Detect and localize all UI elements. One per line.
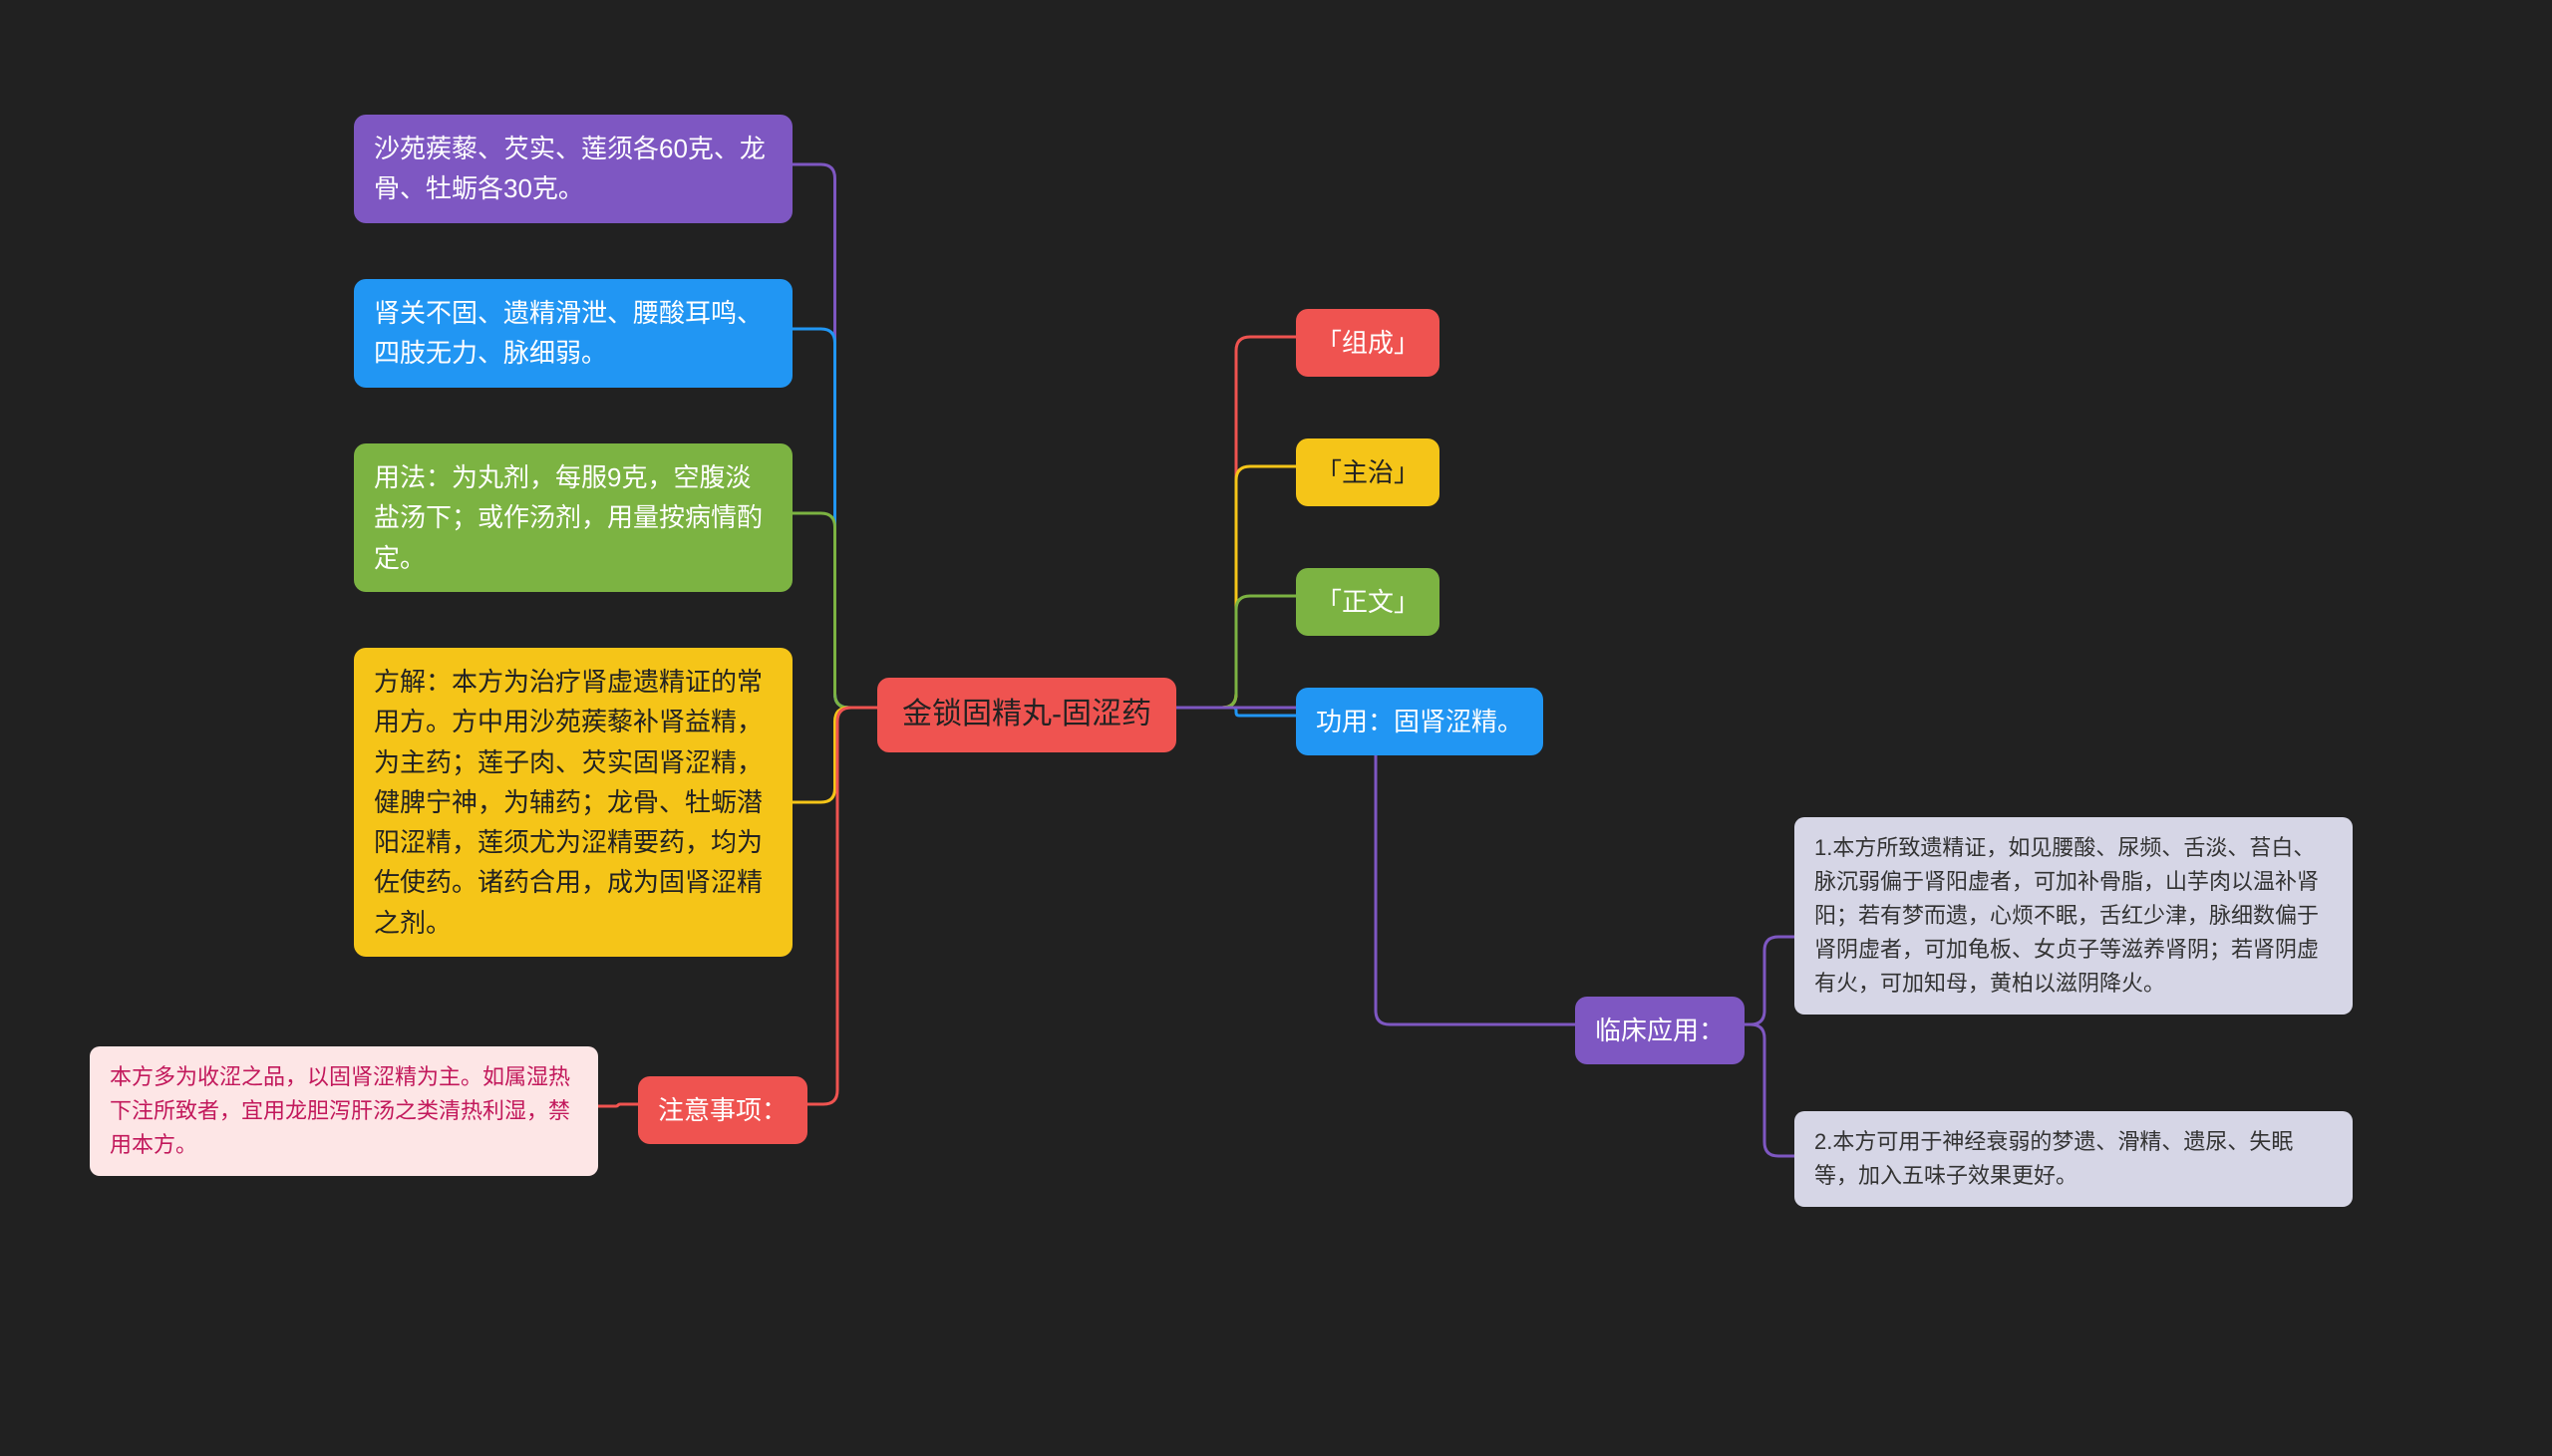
- node-clinical[interactable]: 临床应用：: [1575, 997, 1745, 1064]
- connector: [598, 1104, 638, 1106]
- node-ingredients[interactable]: 沙苑蒺藜、芡实、莲须各60克、龙骨、牡蛎各30克。: [354, 115, 793, 223]
- node-function[interactable]: 功用：固肾涩精。: [1296, 688, 1543, 755]
- node-usage[interactable]: 用法：为丸剂，每服9克，空腹淡盐汤下；或作汤剂，用量按病情酌定。: [354, 443, 793, 592]
- node-caution[interactable]: 注意事项：: [638, 1076, 807, 1144]
- node-analysis[interactable]: 方解：本方为治疗肾虚遗精证的常用方。方中用沙苑蒺藜补肾益精，为主药；莲子肉、芡实…: [354, 648, 793, 957]
- connector: [798, 708, 877, 1104]
- node-symptoms[interactable]: 肾关不固、遗精滑泄、腰酸耳鸣、四肢无力、脉细弱。: [354, 279, 793, 388]
- node-indications[interactable]: 「主治」: [1296, 438, 1439, 506]
- connector: [1176, 596, 1296, 708]
- node-clinical-detail-1[interactable]: 1.本方所致遗精证，如见腰酸、尿频、舌淡、苔白、脉沉弱偏于肾阳虚者，可加补骨脂，…: [1794, 817, 2353, 1015]
- node-caution-detail[interactable]: 本方多为收涩之品，以固肾涩精为主。如属湿热下注所致者，宜用龙胆泻肝汤之类清热利湿…: [90, 1046, 598, 1176]
- node-composition[interactable]: 「组成」: [1296, 309, 1439, 377]
- connector: [793, 513, 877, 708]
- root-node[interactable]: 金锁固精丸-固涩药: [877, 678, 1176, 752]
- connector: [793, 708, 877, 802]
- node-clinical-detail-2[interactable]: 2.本方可用于神经衰弱的梦遗、滑精、遗尿、失眠等，加入五味子效果更好。: [1794, 1111, 2353, 1207]
- node-main-text[interactable]: 「正文」: [1296, 568, 1439, 636]
